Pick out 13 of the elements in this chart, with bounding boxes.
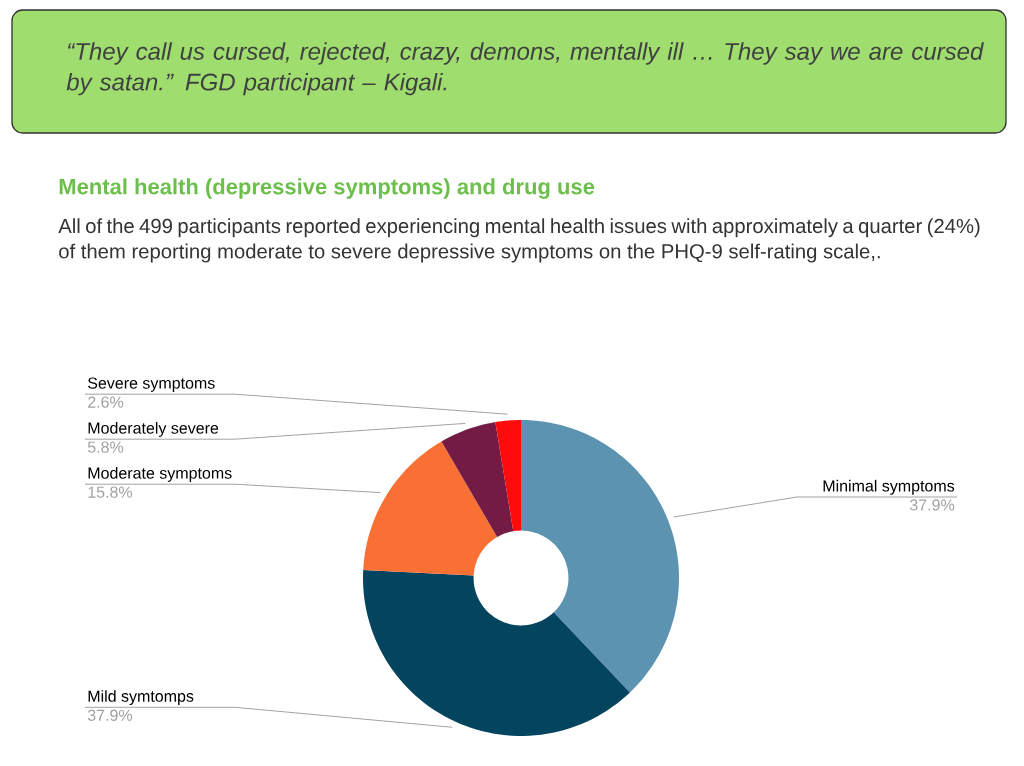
slice-label: Moderate symptoms	[88, 467, 232, 482]
slice-label: Mild symtomps	[88, 690, 194, 706]
data-label: 37.9%	[87, 709, 133, 721]
chart-subtitle: All of the 499 participants reported experiencing mental health issues with approximately a quarter (24%) of them reporting moderate to severe depressive symptoms on the PHQ-9 self-rating scale,.	[58, 218, 980, 263]
data-label: 5.8%	[87, 441, 124, 453]
slice-label: Moderately severe	[88, 422, 219, 437]
slice-label: Severe symptoms	[88, 377, 215, 392]
slice-label: Minimal symptoms	[823, 479, 955, 495]
data-label: 37.9%	[909, 499, 955, 511]
text: “They call us cursed, rejected, crazy, demons, mentally ill … They say we are cursed by satan.” FGD participant – Kigali.	[66, 42, 984, 96]
data-label: 2.6%	[88, 396, 124, 408]
chart-title: Mental health (depressive symptoms) and drug use	[59, 178, 595, 199]
data-label: 15.8%	[88, 486, 133, 498]
